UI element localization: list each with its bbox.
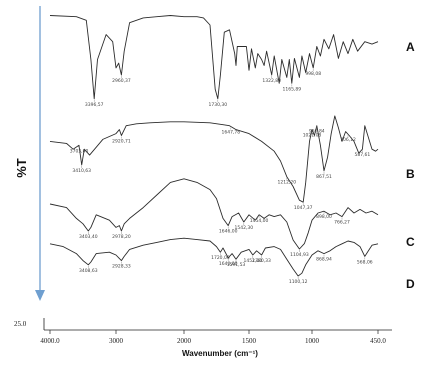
x-tick-label: 4000.0 bbox=[40, 337, 60, 345]
series-label-d: D bbox=[406, 277, 415, 291]
peak-annotation: 706,12 bbox=[340, 137, 356, 143]
x-tick-label: 450.0 bbox=[370, 337, 386, 345]
peak-annotation: 3396,57 bbox=[85, 102, 104, 108]
peak-annotation: 1165,89 bbox=[283, 86, 302, 92]
peak-annotation: 2978,20 bbox=[112, 234, 131, 240]
peak-annotation: 1322,80 bbox=[262, 78, 281, 84]
spectrum-line-d bbox=[49, 237, 379, 277]
peak-annotation: 1454,00 bbox=[250, 218, 269, 224]
peak-annotation: 1730,30 bbox=[208, 102, 227, 108]
spectrum-line-b bbox=[49, 115, 379, 203]
peak-annotation: 1591,53 bbox=[227, 262, 246, 268]
peak-annotation: 898,00 bbox=[316, 214, 332, 220]
peak-annotation: 587,61 bbox=[355, 152, 371, 158]
peak-annotation: 766,27 bbox=[334, 220, 350, 226]
peak-annotation: 2960,37 bbox=[112, 78, 131, 84]
y-axis-label: %T bbox=[14, 158, 29, 178]
peak-annotation: 2920,71 bbox=[112, 139, 131, 145]
peak-annotation: 3403,40 bbox=[79, 234, 98, 240]
peak-annotation: 867,51 bbox=[316, 174, 332, 180]
peak-annotation: 1212,20 bbox=[277, 180, 296, 186]
peak-annotation: 3703,00 bbox=[70, 148, 89, 154]
peak-annotation: 3410,63 bbox=[72, 168, 91, 174]
y-axis-start-label: 25.0 bbox=[14, 320, 27, 328]
x-tick-label: 1500 bbox=[242, 337, 257, 345]
peak-annotation: 1380,33 bbox=[252, 258, 271, 264]
x-tick-label: 3000 bbox=[109, 337, 124, 345]
peak-annotation: 1640,00 bbox=[219, 261, 238, 267]
peak-annotation: 960,84 bbox=[309, 129, 325, 135]
spectrum-line-c bbox=[49, 178, 379, 250]
peak-annotation: 1047,37 bbox=[294, 205, 313, 211]
peak-annotation: 2928,33 bbox=[112, 264, 131, 270]
peak-annotation: 1646,00 bbox=[219, 229, 238, 235]
peak-annotation: 1542,30 bbox=[234, 225, 253, 231]
peak-annotation: 1647,78 bbox=[221, 130, 240, 136]
series-label-a: A bbox=[406, 40, 415, 54]
x-tick-label: 2000 bbox=[177, 337, 192, 345]
series-label-c: C bbox=[406, 235, 415, 249]
x-tick-label: 1000 bbox=[305, 337, 320, 345]
peak-annotation: 998,08 bbox=[305, 71, 321, 77]
peak-annotation: 1100,12 bbox=[289, 279, 308, 285]
peak-annotation: 3408,63 bbox=[79, 268, 98, 274]
peak-annotation: 568,06 bbox=[357, 259, 373, 265]
peak-annotation: 1720,00 bbox=[211, 255, 230, 261]
series-label-b: B bbox=[406, 167, 415, 181]
x-axis-ticks: 4000.0 3000 2000 1500 1000 450.0 bbox=[40, 330, 386, 345]
peak-annotation: 1021,08 bbox=[303, 133, 322, 139]
x-axis-label: Wavenumber (cm⁻¹) bbox=[182, 349, 258, 358]
peak-annotation: 1104,93 bbox=[290, 252, 309, 258]
spectrum-line-a bbox=[49, 15, 379, 100]
transmittance-arrow-head bbox=[35, 290, 45, 301]
peak-annotation: 868,94 bbox=[316, 257, 332, 263]
peak-annotation: 1452,00 bbox=[243, 258, 262, 264]
